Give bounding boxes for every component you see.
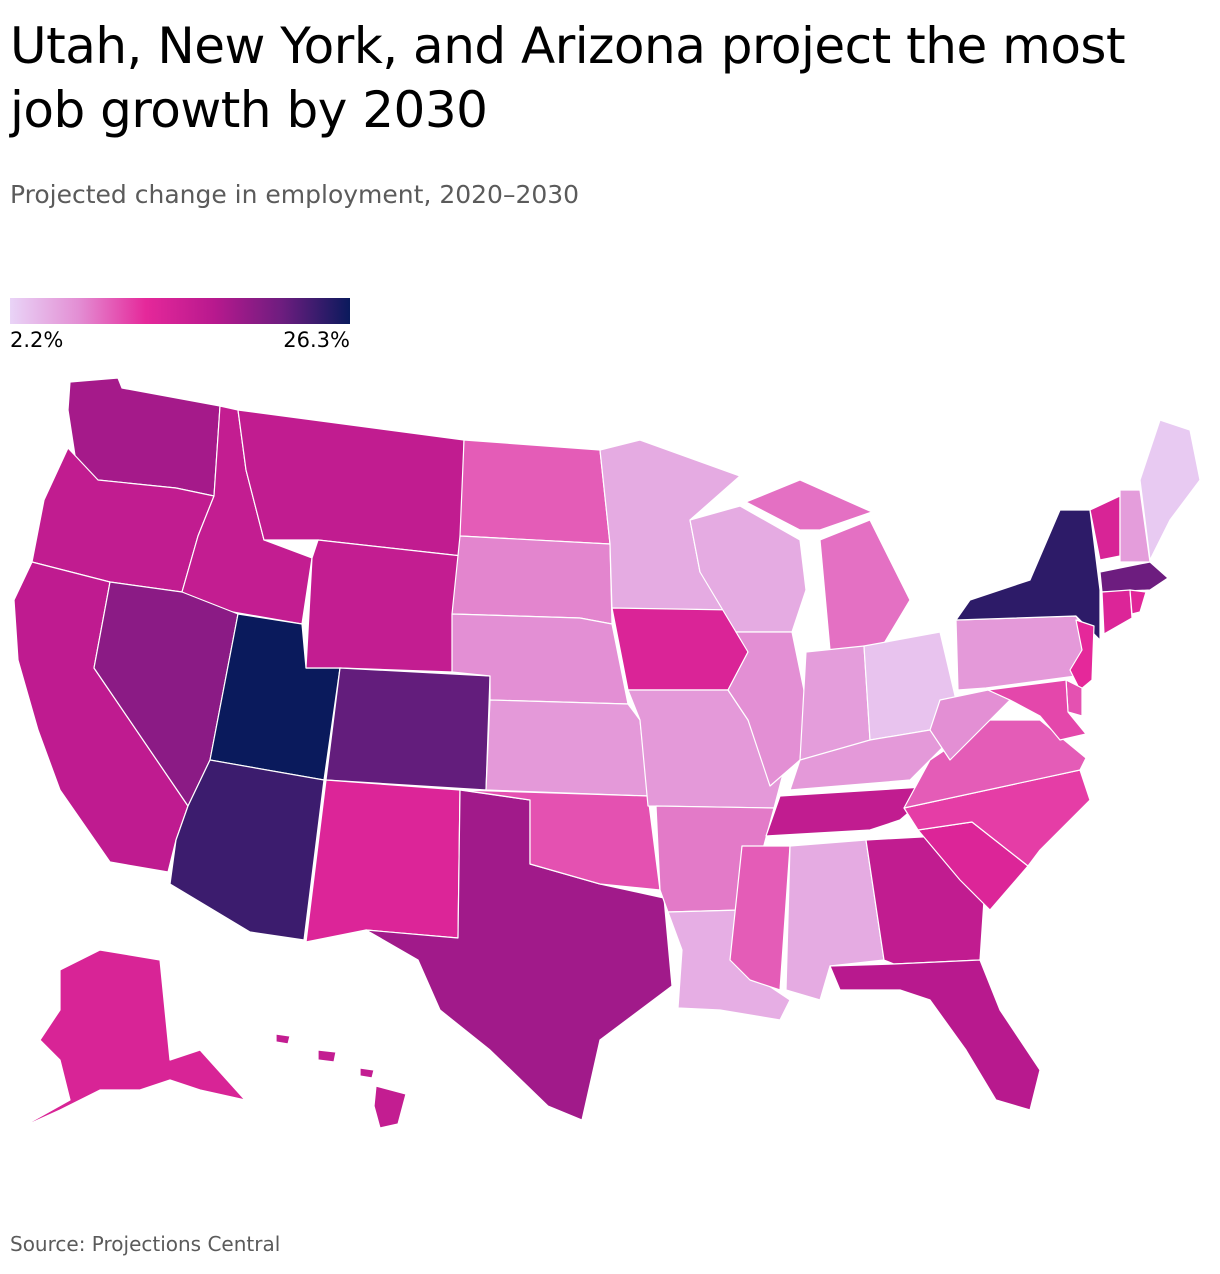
chart-subtitle: Projected change in employment, 2020–203… (10, 180, 580, 209)
legend-min-label: 2.2% (10, 328, 64, 352)
state-nd (459, 439, 611, 545)
state-nc (903, 769, 1091, 867)
state-ak (19, 949, 246, 1129)
state-il (727, 631, 807, 787)
state-fl (829, 959, 1041, 1111)
state-ct (1101, 589, 1133, 635)
color-legend: 2.2% 26.3% (10, 298, 350, 358)
state-md (987, 679, 1087, 741)
state-pa (955, 615, 1091, 691)
state-sd (451, 535, 613, 625)
state-ia (611, 607, 749, 691)
state-ny (955, 509, 1101, 641)
state-ma (1099, 561, 1169, 593)
chart-title: Utah, New York, and Arizona project the … (10, 17, 1126, 139)
source-note: Source: Projections Central (10, 1232, 281, 1256)
state-wy (305, 539, 463, 673)
state-hi (275, 1033, 407, 1129)
state-co (325, 667, 491, 791)
state-nm (305, 779, 461, 943)
state-wi (689, 505, 807, 633)
state-tn (765, 785, 941, 837)
state-ms (729, 845, 791, 991)
state-ri (1129, 589, 1147, 615)
state-ks (485, 699, 649, 797)
us-choropleth-map (13, 377, 1201, 1129)
state-mi (745, 479, 911, 651)
state-me (1139, 419, 1201, 561)
legend-max-label: 26.3% (283, 328, 350, 352)
legend-gradient-bar (10, 298, 350, 324)
state-az (169, 759, 325, 941)
state-mt (237, 409, 465, 557)
